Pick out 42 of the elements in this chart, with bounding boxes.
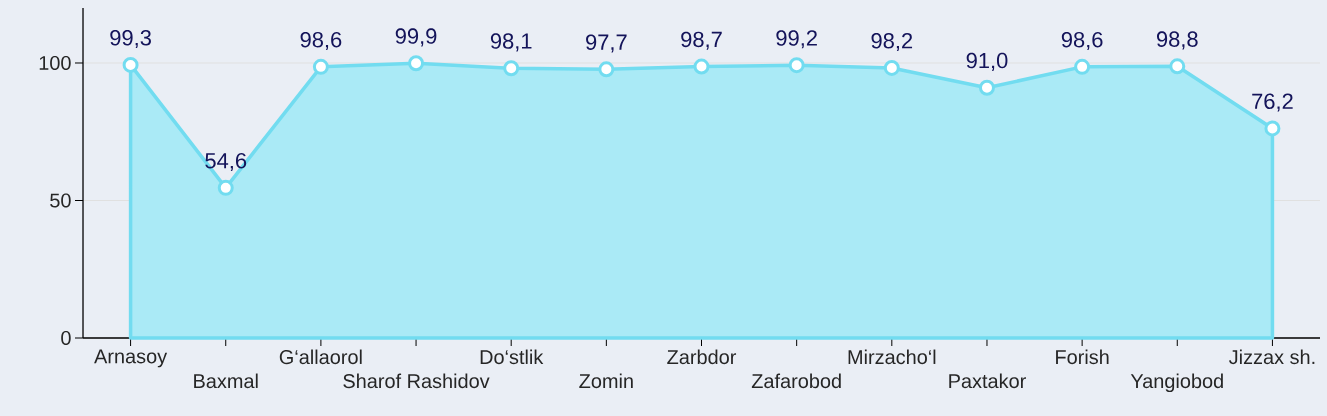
x-tick-label: Do‘stlik xyxy=(480,349,544,365)
point xyxy=(1169,58,1186,75)
data-label: 99,3 xyxy=(110,29,151,49)
point xyxy=(598,61,615,78)
x-tick-label: Yangiobod xyxy=(1130,373,1223,393)
data-label: 97,7 xyxy=(586,34,627,53)
x-tick-label: Forish xyxy=(1056,349,1109,365)
x-tick-label: Arnasoy xyxy=(94,349,168,368)
point xyxy=(693,58,710,75)
x-tick-label: Mirzacho‘l xyxy=(848,349,936,365)
data-label: 98,6 xyxy=(1061,31,1103,51)
data-label: 98,8 xyxy=(1156,31,1198,50)
x-tick-label: Zomin xyxy=(579,373,633,389)
point xyxy=(122,56,139,73)
data-label: 54,6 xyxy=(205,152,247,172)
x-tick-label: Zarbdor xyxy=(667,349,737,365)
y-tick-label: 100 xyxy=(39,55,71,71)
x-tick-label: Sharof Rashidov xyxy=(343,373,490,389)
y-tick-label: 50 xyxy=(50,193,71,208)
data-label: 99,2 xyxy=(776,30,817,49)
data-label: 98,6 xyxy=(300,31,342,51)
data-label: 76,2 xyxy=(1252,93,1293,112)
point xyxy=(883,59,900,76)
point xyxy=(1074,58,1091,75)
point xyxy=(1264,120,1281,137)
x-tick-label: G‘allaorol xyxy=(279,349,362,365)
point xyxy=(217,179,234,196)
point xyxy=(788,57,805,74)
point xyxy=(978,79,995,96)
data-label: 99,9 xyxy=(395,28,437,47)
data-label: 91,0 xyxy=(966,52,1008,71)
x-tick-label: Paxtakor xyxy=(949,373,1026,389)
x-tick-label: Jizzax sh. xyxy=(1229,349,1315,365)
data-label: 98,7 xyxy=(681,31,722,50)
point xyxy=(503,60,520,77)
point xyxy=(312,58,329,75)
x-tick-label: Baxmal xyxy=(194,373,258,389)
point xyxy=(408,55,425,72)
data-label: 98,1 xyxy=(490,33,532,52)
y-tick-label: 0 xyxy=(61,330,71,346)
data-label: 98,2 xyxy=(871,33,913,52)
x-tick-label: Zafarobod xyxy=(751,373,841,389)
